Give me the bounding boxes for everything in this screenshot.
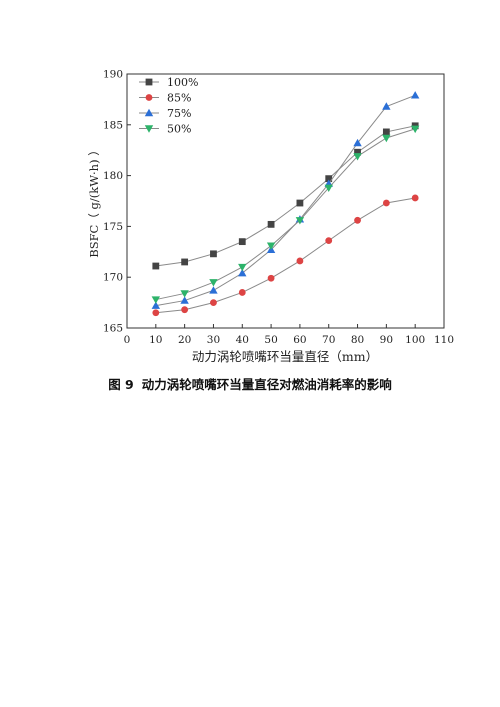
series-75-pct-point <box>209 286 218 294</box>
series-85-pct-point <box>210 299 217 306</box>
figure-caption: 图 9 动力涡轮喷嘴环当量直径对燃油消耗率的影响 <box>0 374 500 393</box>
series-85-pct-line <box>155 197 416 314</box>
series-85-pct-point <box>152 309 160 317</box>
series-100-pct-point <box>354 148 361 156</box>
legend: 100% 85% 75% 50% <box>139 76 198 136</box>
y-tick-label: 185 <box>103 119 123 131</box>
series-85-pct-point <box>181 306 189 314</box>
x-tick-label: 20 <box>178 334 191 346</box>
figure-caption-text: 动力涡轮喷嘴环当量直径对燃油消耗率的影响 <box>141 377 392 392</box>
y-tick-label: 165 <box>103 323 123 335</box>
y-tick-label: 170 <box>103 272 123 284</box>
x-tick-label: 10 <box>149 334 162 346</box>
series-75-pct <box>151 91 420 309</box>
series-75-pct-point <box>353 138 362 147</box>
series-50-pct-point <box>238 263 247 272</box>
x-tick-label: 80 <box>351 334 364 346</box>
y-tick-label: 190 <box>103 69 123 81</box>
x-tick-label: 30 <box>207 334 220 346</box>
series-100-pct-point <box>210 250 217 258</box>
series-100-pct-point <box>296 199 304 207</box>
series-50-pct-line <box>155 128 416 301</box>
series-50-pct-point <box>180 290 189 298</box>
series-75-pct-point <box>180 296 189 304</box>
x-tick-label: 100 <box>405 334 425 346</box>
series-75-pct-point <box>410 91 420 99</box>
series-50-pct-point <box>410 125 420 134</box>
series-100-pct-point <box>181 258 189 266</box>
x-tick-label: 110 <box>434 334 454 346</box>
x-tick-label: 50 <box>264 334 277 346</box>
x-tick-label: 60 <box>293 334 306 346</box>
legend-marker <box>145 78 153 86</box>
series-75-pct-point <box>151 301 161 309</box>
series-50-pct-point <box>266 242 276 250</box>
series-100-pct-point <box>267 220 275 228</box>
plot-frame <box>126 73 445 329</box>
x-tick-label: 0 <box>124 334 131 346</box>
y-axis-label: BSFC（ g/(kW·h) ） <box>87 144 101 257</box>
series-85-pct <box>152 194 419 317</box>
x-tick-label: 40 <box>236 334 249 346</box>
series-75-pct-point <box>238 268 247 277</box>
legend-marker <box>145 94 153 101</box>
plot-axes <box>126 73 445 329</box>
series-85-pct-point <box>296 257 304 265</box>
legend-label: 75% <box>167 107 191 120</box>
series-75-pct-point <box>382 102 391 110</box>
series-50-pct-point <box>209 279 218 287</box>
series-50-pct <box>151 125 420 304</box>
series-100-pct-line <box>155 125 416 267</box>
y-tick-label: 175 <box>103 221 123 233</box>
series-75-pct-line <box>155 94 416 307</box>
series-100-pct-point <box>382 128 390 136</box>
x-tick-label: 70 <box>322 334 335 346</box>
axis-ticks: 0 10 20 30 40 50 60 70 80 90 100 110 165 170 175 180 185… <box>103 69 454 347</box>
series-85-pct-point <box>267 274 275 282</box>
x-tick-label: 90 <box>380 334 393 346</box>
series-85-pct-point <box>354 216 361 224</box>
x-axis-label: 动力涡轮喷嘴环当量直径（mm） <box>192 349 378 364</box>
series-100-pct <box>152 122 419 270</box>
legend-label: 85% <box>167 92 191 105</box>
series-85-pct-point <box>411 194 419 202</box>
y-tick-label: 180 <box>103 170 123 182</box>
figure-number: 图 9 <box>108 377 134 392</box>
series-85-pct-point <box>238 289 246 296</box>
series-50-pct-point <box>295 217 305 225</box>
bsfc-line-chart: 0 10 20 30 40 50 60 70 80 90 100 110 165 170 175 180 185… <box>87 69 454 365</box>
series-85-pct-point <box>325 237 333 245</box>
legend-marker <box>144 125 154 133</box>
series-50-pct-point <box>382 134 391 143</box>
series-50-pct-point <box>353 153 362 161</box>
series-100-pct-point <box>325 175 333 183</box>
series-layer <box>151 91 420 317</box>
series-100-pct-point <box>238 238 246 246</box>
series-85-pct-point <box>382 199 390 207</box>
legend-label: 50% <box>167 123 191 136</box>
legend-marker <box>144 108 154 117</box>
series-50-pct-point <box>151 296 161 304</box>
series-50-pct-point <box>324 184 333 192</box>
legend-label: 100% <box>167 76 198 89</box>
series-100-pct-point <box>152 262 160 270</box>
